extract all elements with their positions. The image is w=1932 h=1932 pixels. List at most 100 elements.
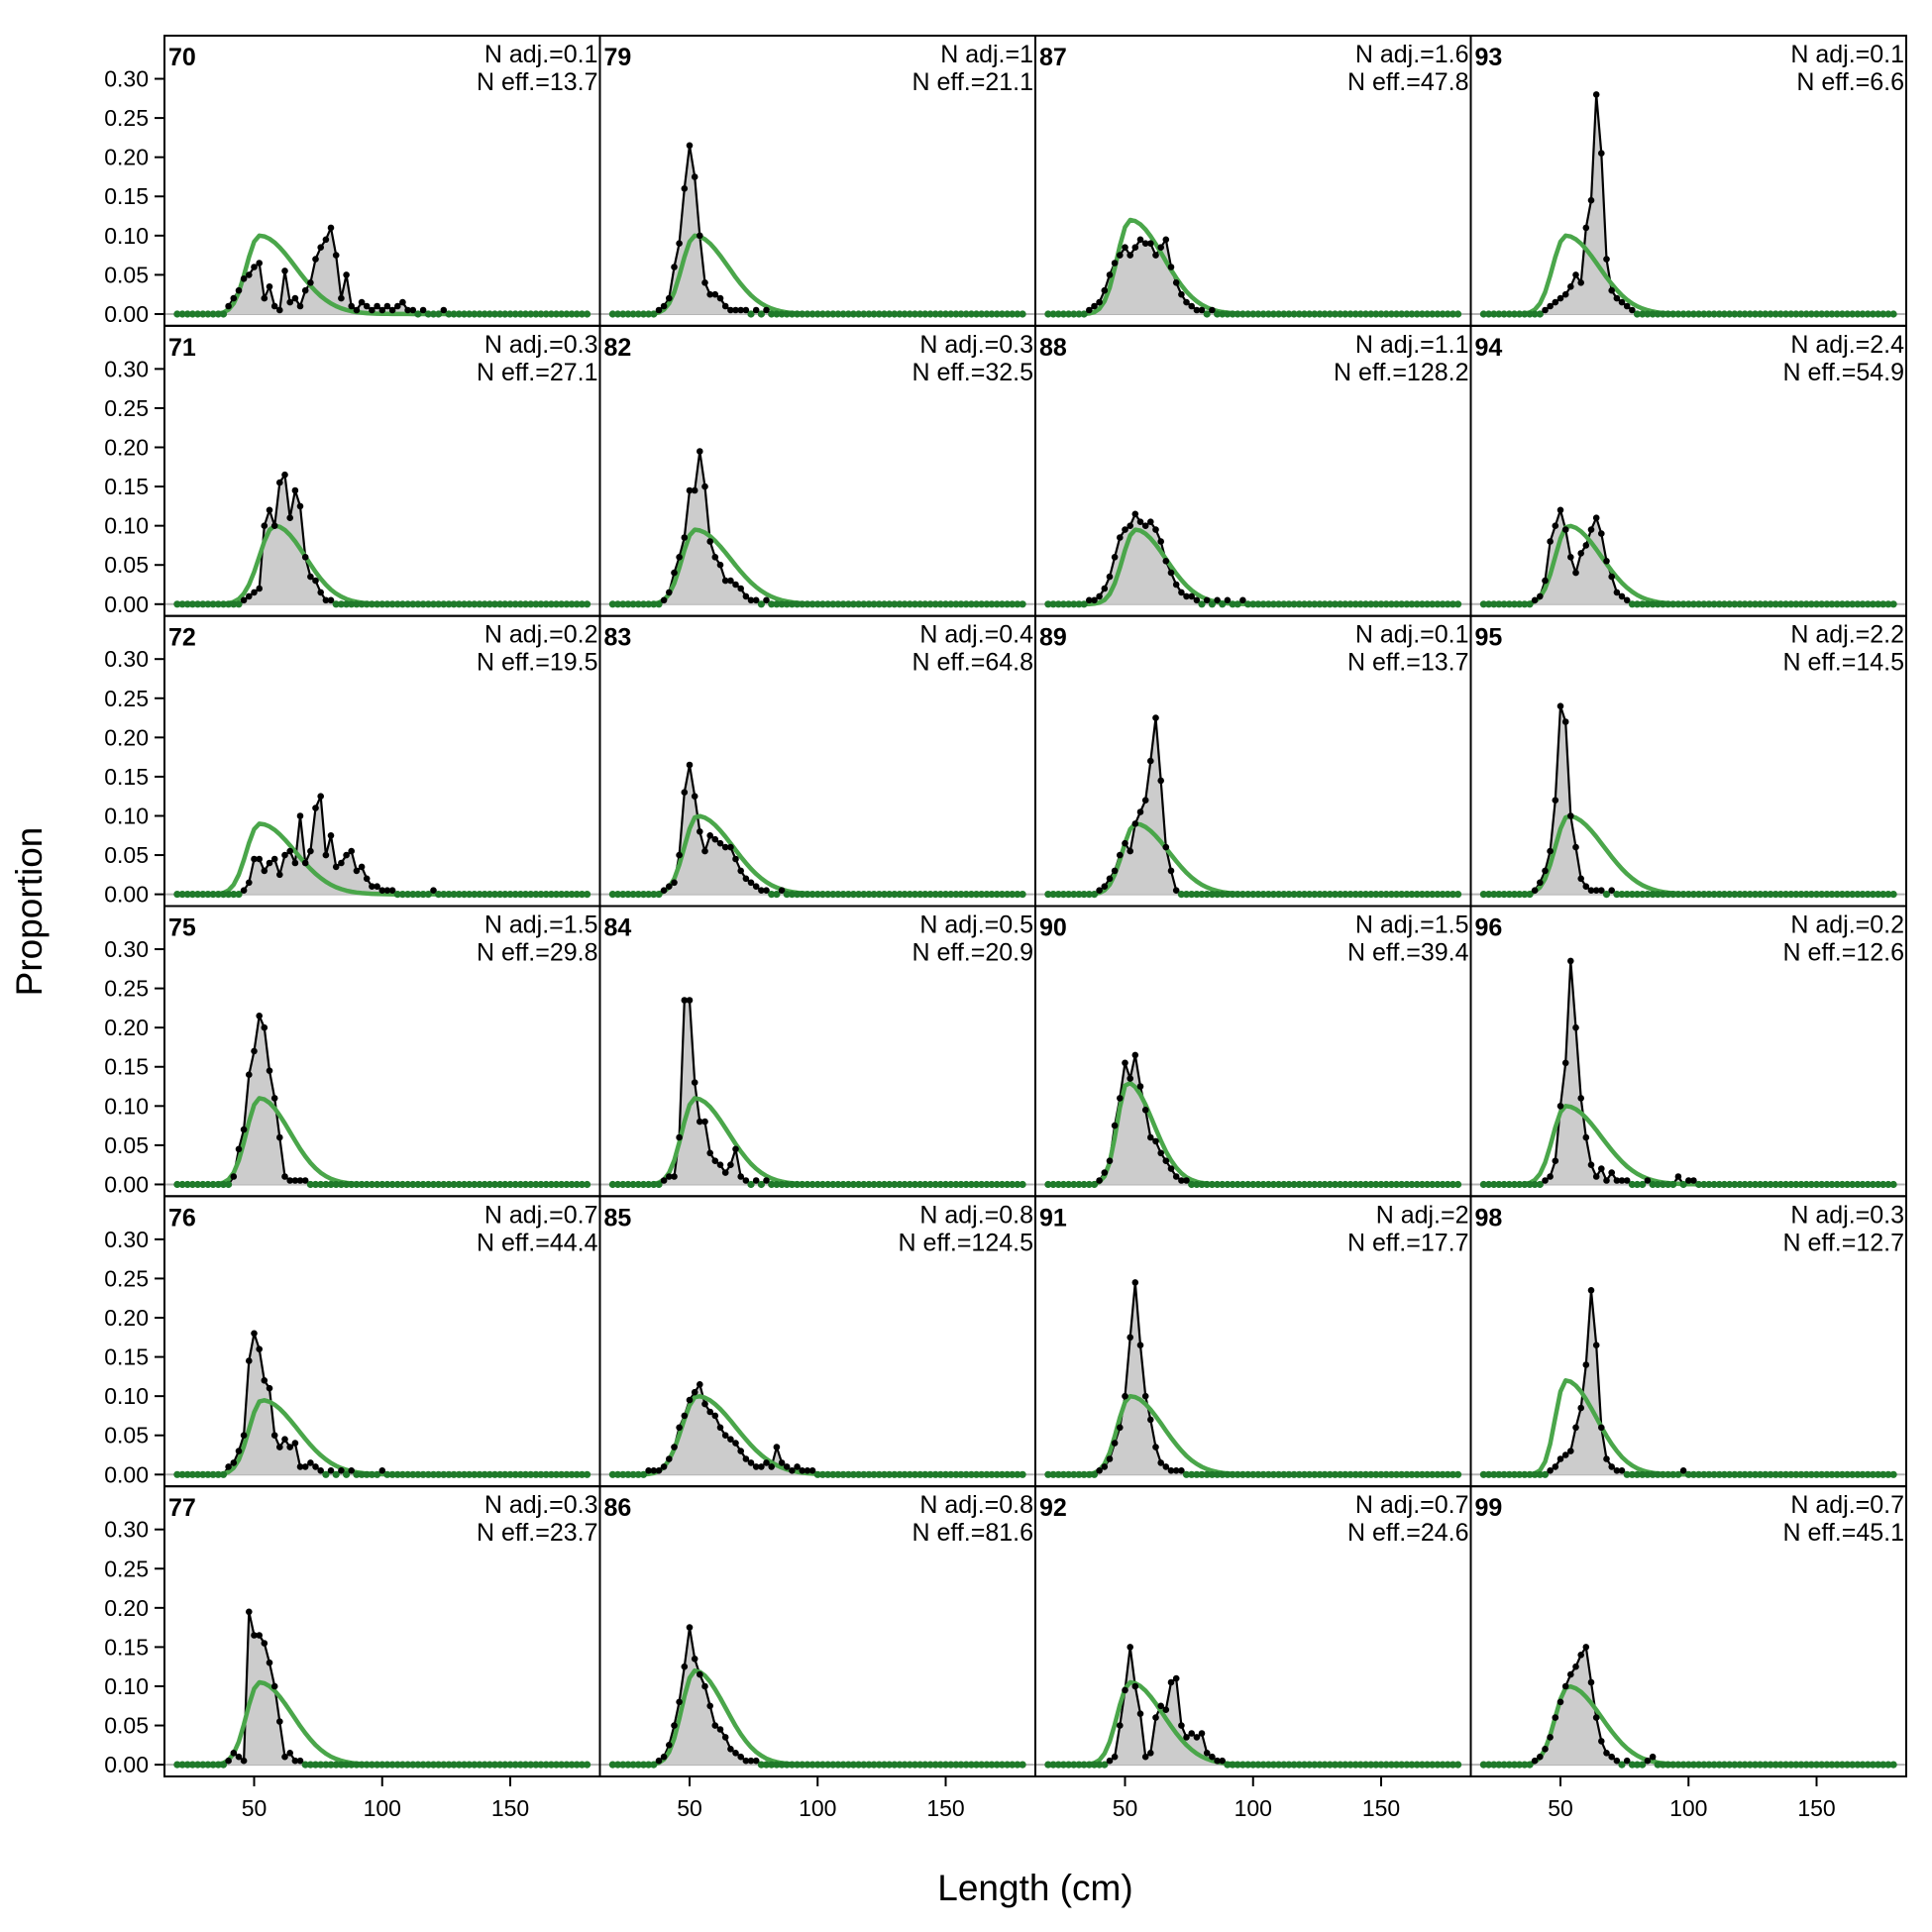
observation-point — [1096, 592, 1103, 600]
x-tick-label: 150 — [1362, 1795, 1400, 1821]
zero-observation-point — [1828, 1761, 1836, 1769]
zero-observation-point — [799, 600, 806, 608]
zero-observation-point — [1843, 891, 1852, 899]
zero-observation-point — [1669, 600, 1677, 608]
zero-observation-point — [1828, 1470, 1836, 1478]
panel-87: 87 N adj.=1.6N eff.=47.8 — [1034, 35, 1472, 327]
observation-point — [1214, 596, 1221, 604]
zero-observation-point — [1449, 310, 1456, 318]
zero-observation-point — [645, 891, 653, 899]
zero-observation-point — [558, 1761, 566, 1769]
observation-point — [721, 577, 729, 585]
observation-point — [763, 596, 770, 604]
observation-point — [1592, 514, 1600, 521]
observation-point — [388, 306, 396, 314]
zero-observation-point — [655, 1180, 663, 1189]
zero-observation-point — [1797, 1761, 1805, 1769]
zero-observation-point — [1684, 1761, 1692, 1769]
zero-observation-point — [1720, 1761, 1728, 1769]
zero-observation-point — [1787, 600, 1795, 608]
zero-observation-point — [199, 1761, 207, 1769]
zero-observation-point — [1849, 600, 1857, 608]
zero-observation-point — [1695, 1180, 1703, 1189]
zero-observation-point — [1776, 1180, 1784, 1189]
zero-observation-point — [1044, 891, 1052, 899]
zero-observation-point — [1781, 1180, 1790, 1189]
zero-observation-point — [1044, 1761, 1052, 1769]
panel-96: 96 N adj.=0.2N eff.=12.6 — [1469, 905, 1907, 1198]
zero-observation-point — [1664, 1761, 1672, 1769]
zero-observation-point — [875, 600, 883, 608]
zero-observation-point — [783, 1180, 791, 1189]
zero-observation-point — [383, 1180, 391, 1189]
observation-point — [261, 867, 268, 875]
zero-observation-point — [1490, 1470, 1498, 1478]
observation-point — [716, 839, 724, 847]
zero-observation-point — [311, 1180, 320, 1189]
zero-observation-point — [1387, 891, 1395, 899]
y-tick-label: 0.00 — [104, 1171, 149, 1197]
zero-observation-point — [1495, 891, 1503, 899]
zero-observation-point — [747, 1180, 755, 1189]
zero-observation-point — [1429, 891, 1437, 899]
panel-year-label: 99 — [1475, 1494, 1503, 1522]
observation-point — [752, 1463, 760, 1470]
zero-observation-point — [1762, 1180, 1770, 1189]
zero-observation-point — [1833, 1470, 1841, 1478]
zero-observation-point — [466, 1180, 474, 1189]
zero-observation-point — [962, 600, 970, 608]
zero-observation-point — [568, 1761, 576, 1769]
zero-observation-point — [1059, 1470, 1067, 1478]
zero-observation-point — [1059, 1180, 1067, 1189]
observation-point — [307, 847, 314, 855]
zero-observation-point — [762, 1761, 771, 1769]
observation-point — [1542, 306, 1549, 314]
observation-point — [1127, 1644, 1133, 1651]
observation-point — [681, 1412, 689, 1420]
zero-observation-point — [1741, 1761, 1749, 1769]
zero-observation-point — [1306, 310, 1314, 318]
observation-point — [671, 264, 678, 270]
panel-99: 99 N adj.=0.7N eff.=45.1 — [1469, 1485, 1907, 1777]
observation-point — [1111, 554, 1119, 561]
zero-observation-point — [880, 1470, 889, 1478]
observation-point — [747, 1459, 755, 1466]
panel-n-eff-label: N eff.=27.1 — [477, 359, 598, 386]
zero-observation-point — [1633, 310, 1642, 318]
observation-point — [676, 1698, 683, 1706]
x-tick-label: 50 — [1113, 1795, 1138, 1821]
zero-observation-point — [1485, 1470, 1493, 1478]
zero-observation-point — [1726, 310, 1734, 318]
zero-observation-point — [783, 310, 791, 318]
observation-point — [338, 859, 345, 867]
zero-observation-point — [875, 310, 883, 318]
observation-point — [727, 1161, 734, 1168]
observation-point — [1117, 1424, 1124, 1432]
zero-observation-point — [568, 600, 576, 608]
zero-observation-point — [952, 891, 960, 899]
zero-observation-point — [1771, 891, 1779, 899]
zero-observation-point — [317, 1761, 325, 1769]
zero-observation-point — [450, 310, 458, 318]
zero-observation-point — [1444, 1180, 1451, 1189]
zero-observation-point — [1812, 1180, 1821, 1189]
zero-observation-point — [1843, 600, 1852, 608]
zero-observation-point — [1700, 891, 1708, 899]
y-tick-label: 0.10 — [104, 1093, 149, 1119]
observation-point — [701, 1118, 708, 1126]
zero-observation-point — [1639, 1180, 1647, 1189]
zero-observation-point — [1741, 891, 1749, 899]
zero-observation-point — [813, 891, 821, 899]
observation-point — [1577, 1404, 1584, 1412]
zero-observation-point — [1439, 1180, 1447, 1189]
zero-observation-point — [1731, 891, 1739, 899]
zero-observation-point — [1526, 1180, 1534, 1189]
zero-observation-point — [209, 310, 217, 318]
zero-observation-point — [906, 310, 913, 318]
observation-point — [1178, 290, 1185, 298]
zero-observation-point — [445, 600, 453, 608]
observation-point — [1598, 1165, 1605, 1172]
observation-point — [1603, 558, 1610, 565]
observation-point — [378, 887, 386, 894]
observation-point — [773, 1444, 781, 1450]
